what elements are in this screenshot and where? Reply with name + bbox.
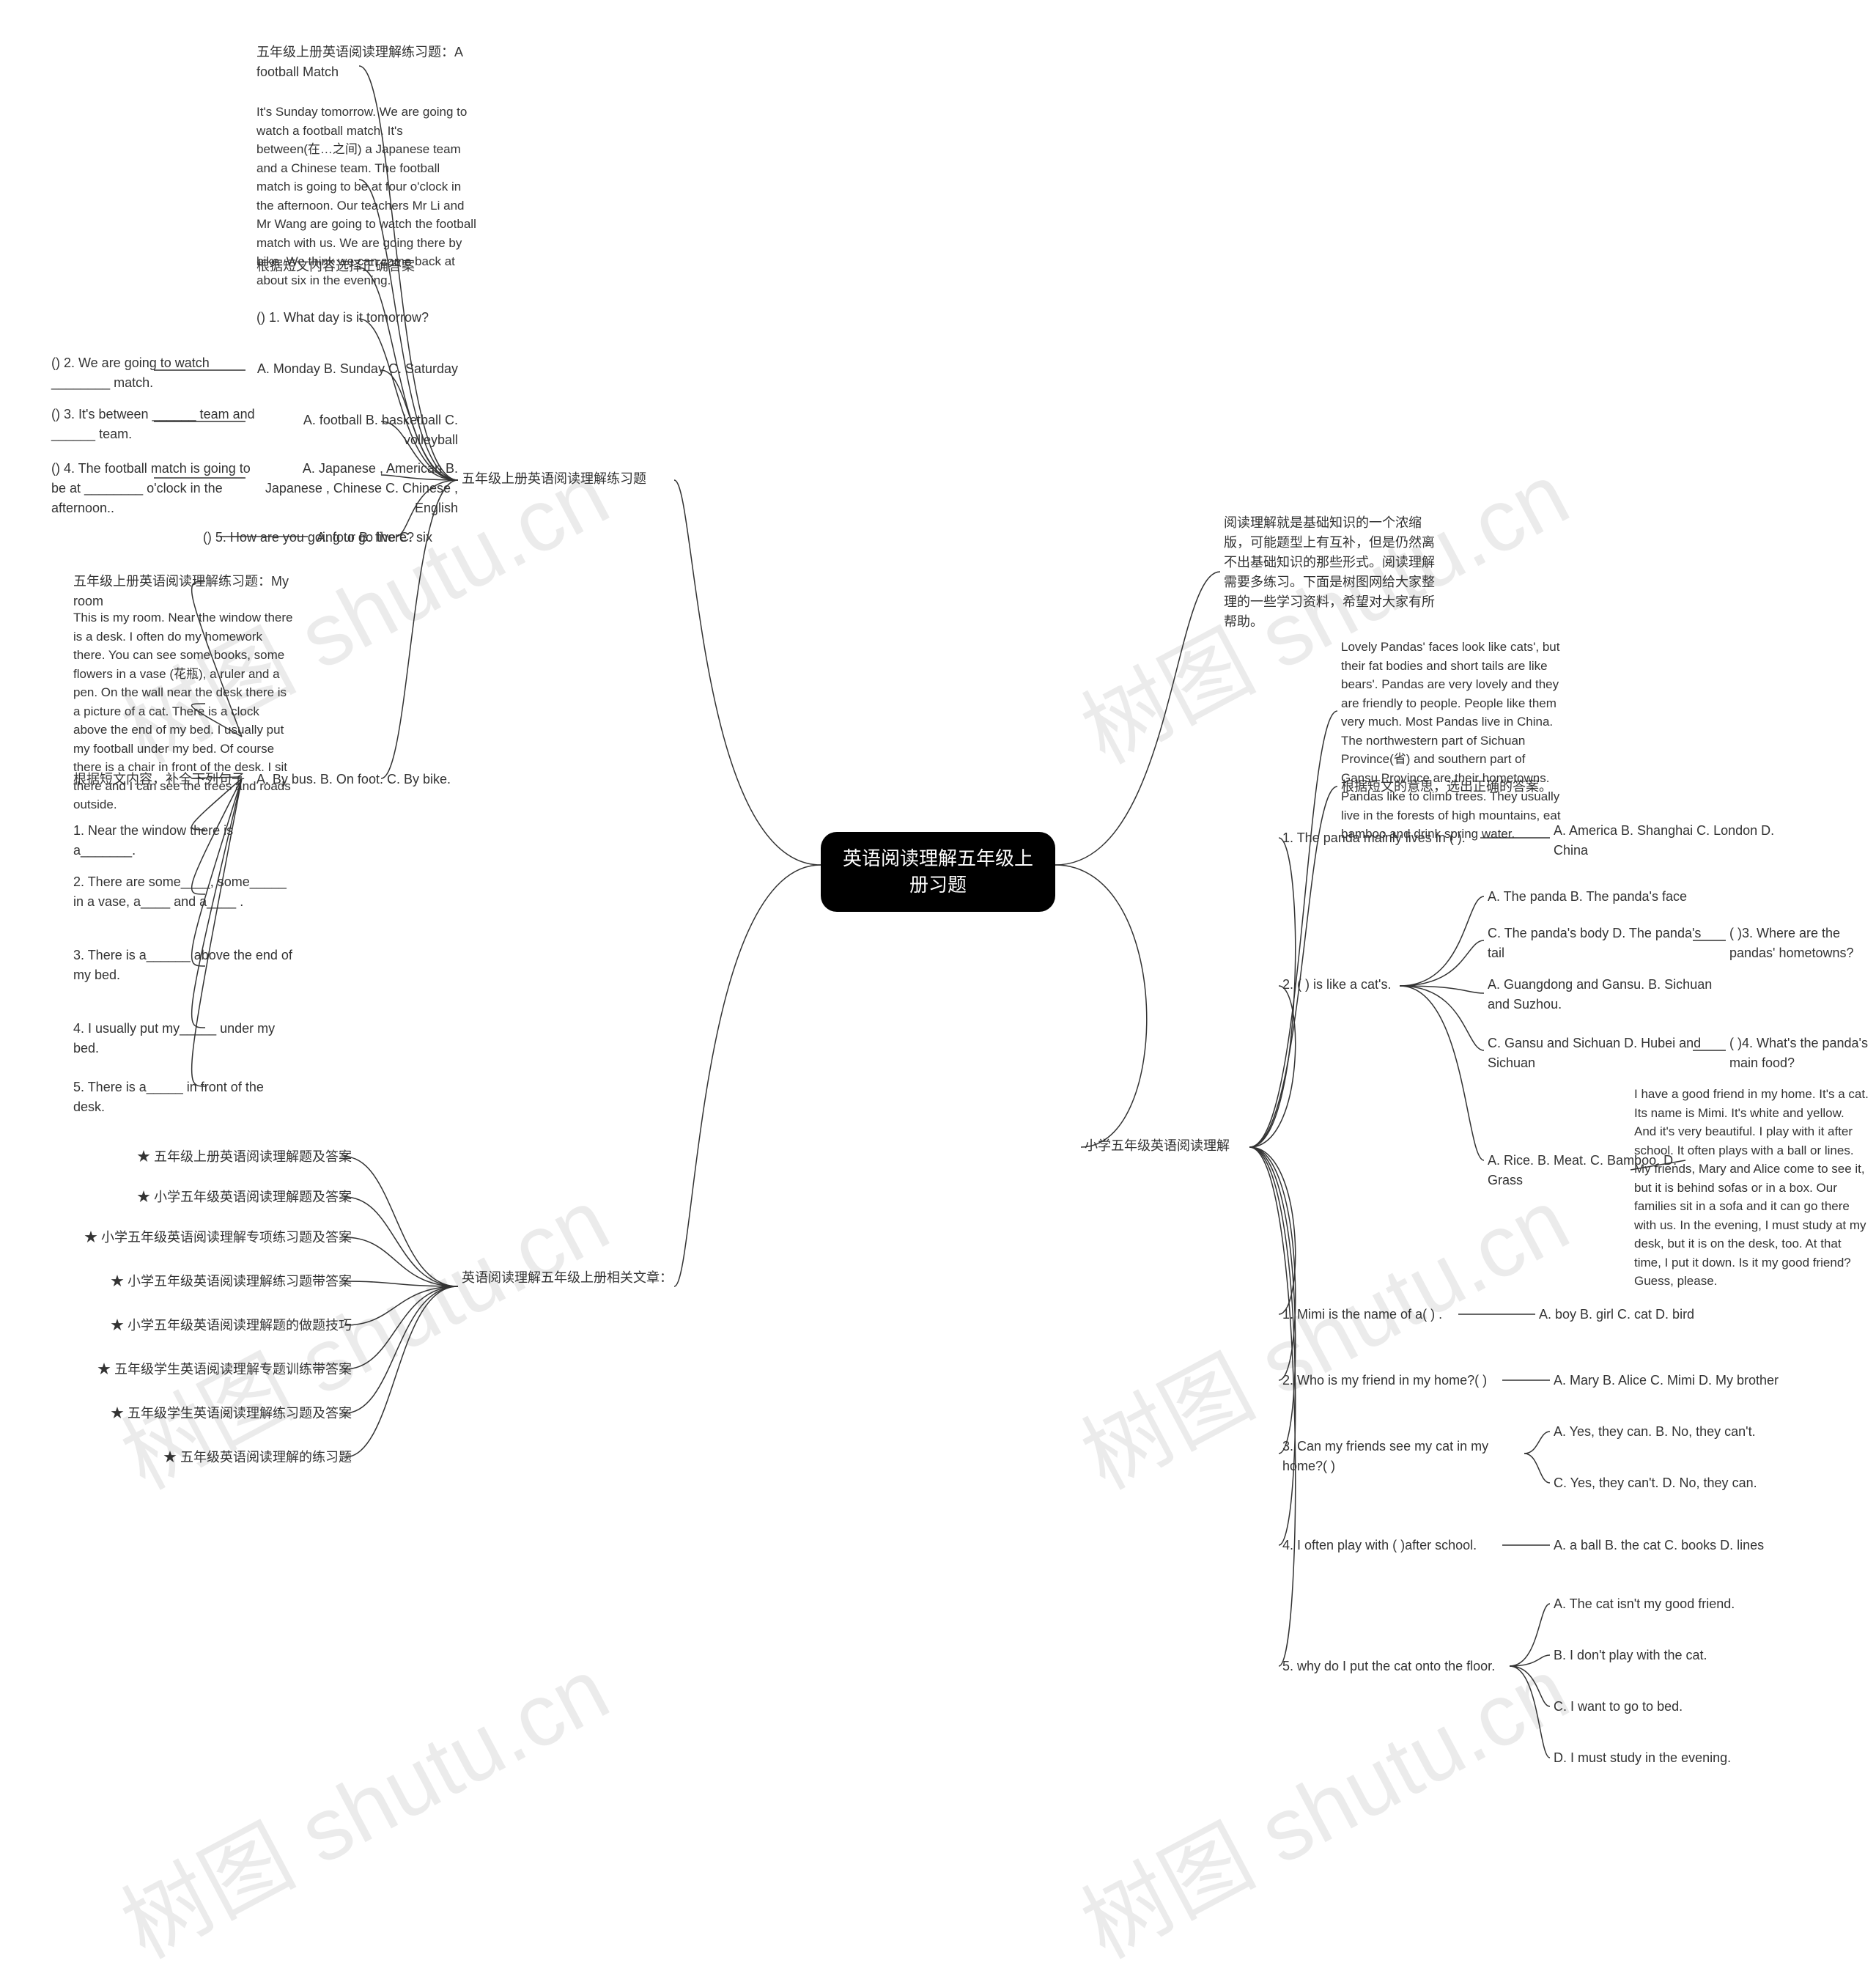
node-text: A. boy B. girl C. cat D. bird <box>1539 1305 1759 1325</box>
node-text: () 2. We are going to watch ________ mat… <box>51 353 256 393</box>
node-text: C. I want to go to bed. <box>1554 1697 1795 1717</box>
node-text: () 3. It's between ______ team and _____… <box>51 405 256 444</box>
node-text: 5. There is a_____ in front of the desk. <box>73 1077 293 1117</box>
node-text: 阅读理解就是基础知识的一个浓缩版，可能题型上有互补，但是仍然离不出基础知识的那些… <box>1224 513 1444 632</box>
node-text: 5. why do I put the cat onto the floor. <box>1282 1657 1517 1676</box>
node-text: A. The panda B. The panda's face <box>1488 887 1722 907</box>
list-item: 小学五年级英语阅读理解题及答案 <box>117 1187 352 1207</box>
root-node: 英语阅读理解五年级上册习题 <box>821 832 1055 912</box>
node-text: 五年级上册英语阅读理解练习题：My room <box>73 572 293 611</box>
node-text: A. Monday B. Sunday C. Saturday <box>245 359 458 379</box>
list-item: 小学五年级英语阅读理解专项练习题及答案 <box>59 1228 352 1248</box>
node-text: A. Guangdong and Gansu. B. Sichuan and S… <box>1488 975 1722 1014</box>
node-text: 4. I usually put my_____ under my bed. <box>73 1019 293 1058</box>
node-text: 根据短文的意思，选出正确的答案。 <box>1341 777 1576 797</box>
node-text: () 4. The football match is going to be … <box>51 459 256 518</box>
branch-label: 小学五年级英语阅读理解 <box>1085 1136 1253 1156</box>
node-text: 2. Who is my friend in my home?( ) <box>1282 1371 1510 1390</box>
node-text: 根据短文内容选择正确答案 <box>256 257 462 276</box>
node-text: ( )3. Where are the pandas' hometowns? <box>1729 924 1876 963</box>
list-item: 五年级学生英语阅读理解练习题及答案 <box>88 1404 352 1423</box>
node-text: 2. There are some____, some_____ in a va… <box>73 872 293 912</box>
node-text: A. football B. basketball C. volleyball <box>245 410 458 450</box>
node-text: () 1. What day is it tomorrow? <box>256 308 462 328</box>
node-text: 2. ( ) is like a cat's. <box>1282 975 1414 995</box>
node-text: A. Japanese , American B. Japanese , Chi… <box>245 459 458 518</box>
node-text: A. America B. Shanghai C. London D. Chin… <box>1554 821 1795 861</box>
node-text: C. Yes, they can't. D. No, they can. <box>1554 1473 1795 1493</box>
node-text: 根据短文内容，补全下列句子 <box>73 770 278 789</box>
node-text: A. Mary B. Alice C. Mimi D. My brother <box>1554 1371 1810 1390</box>
node-text: I have a good friend in my home. It's a … <box>1634 1085 1869 1291</box>
node-text: 4. I often play with ( )after school. <box>1282 1536 1510 1555</box>
node-text: Lovely Pandas' faces look like cats', bu… <box>1341 638 1561 844</box>
list-item: 小学五年级英语阅读理解练习题带答案 <box>88 1272 352 1292</box>
list-item: 小学五年级英语阅读理解题的做题技巧 <box>88 1316 352 1336</box>
node-text: ( )4. What's the panda's main food? <box>1729 1034 1876 1073</box>
branch-label: 英语阅读理解五年级上册相关文章： <box>462 1268 682 1288</box>
node-text: 1. The panda mainly lives in ( ). <box>1282 828 1480 848</box>
node-text: A. Yes, they can. B. No, they can't. <box>1554 1422 1795 1442</box>
list-item: 五年级上册英语阅读理解题及答案 <box>117 1147 352 1167</box>
node-text: C. Gansu and Sichuan D. Hubei and Sichua… <box>1488 1034 1715 1073</box>
node-text: A. The cat isn't my good friend. <box>1554 1594 1795 1614</box>
node-text: 1. Near the window there is a_______. <box>73 821 293 861</box>
node-text: 五年级上册英语阅读理解练习题：A football Match <box>256 43 469 82</box>
list-item: 五年级学生英语阅读理解专题训练带答案 <box>73 1360 352 1379</box>
node-text: D. I must study in the evening. <box>1554 1748 1795 1768</box>
node-text: B. I don't play with the cat. <box>1554 1646 1795 1665</box>
mindmap-canvas: 树图 shutu.cn 树图 shutu.cn 树图 shutu.cn 树图 s… <box>0 0 1876 1776</box>
branch-label: 五年级上册英语阅读理解练习题 <box>462 469 682 489</box>
node-text: 3. There is a______ above the end of my … <box>73 946 293 985</box>
node-text: C. The panda's body D. The panda's tail <box>1488 924 1707 963</box>
node-text: 1. Mimi is the name of a( ) . <box>1282 1305 1466 1325</box>
node-text: 3. Can my friends see my cat in my home?… <box>1282 1437 1524 1476</box>
node-text: () 5. How are you going to go there? <box>187 528 414 548</box>
list-item: 五年级英语阅读理解的练习题 <box>147 1448 352 1467</box>
node-text: A. a ball B. the cat C. books D. lines <box>1554 1536 1795 1555</box>
